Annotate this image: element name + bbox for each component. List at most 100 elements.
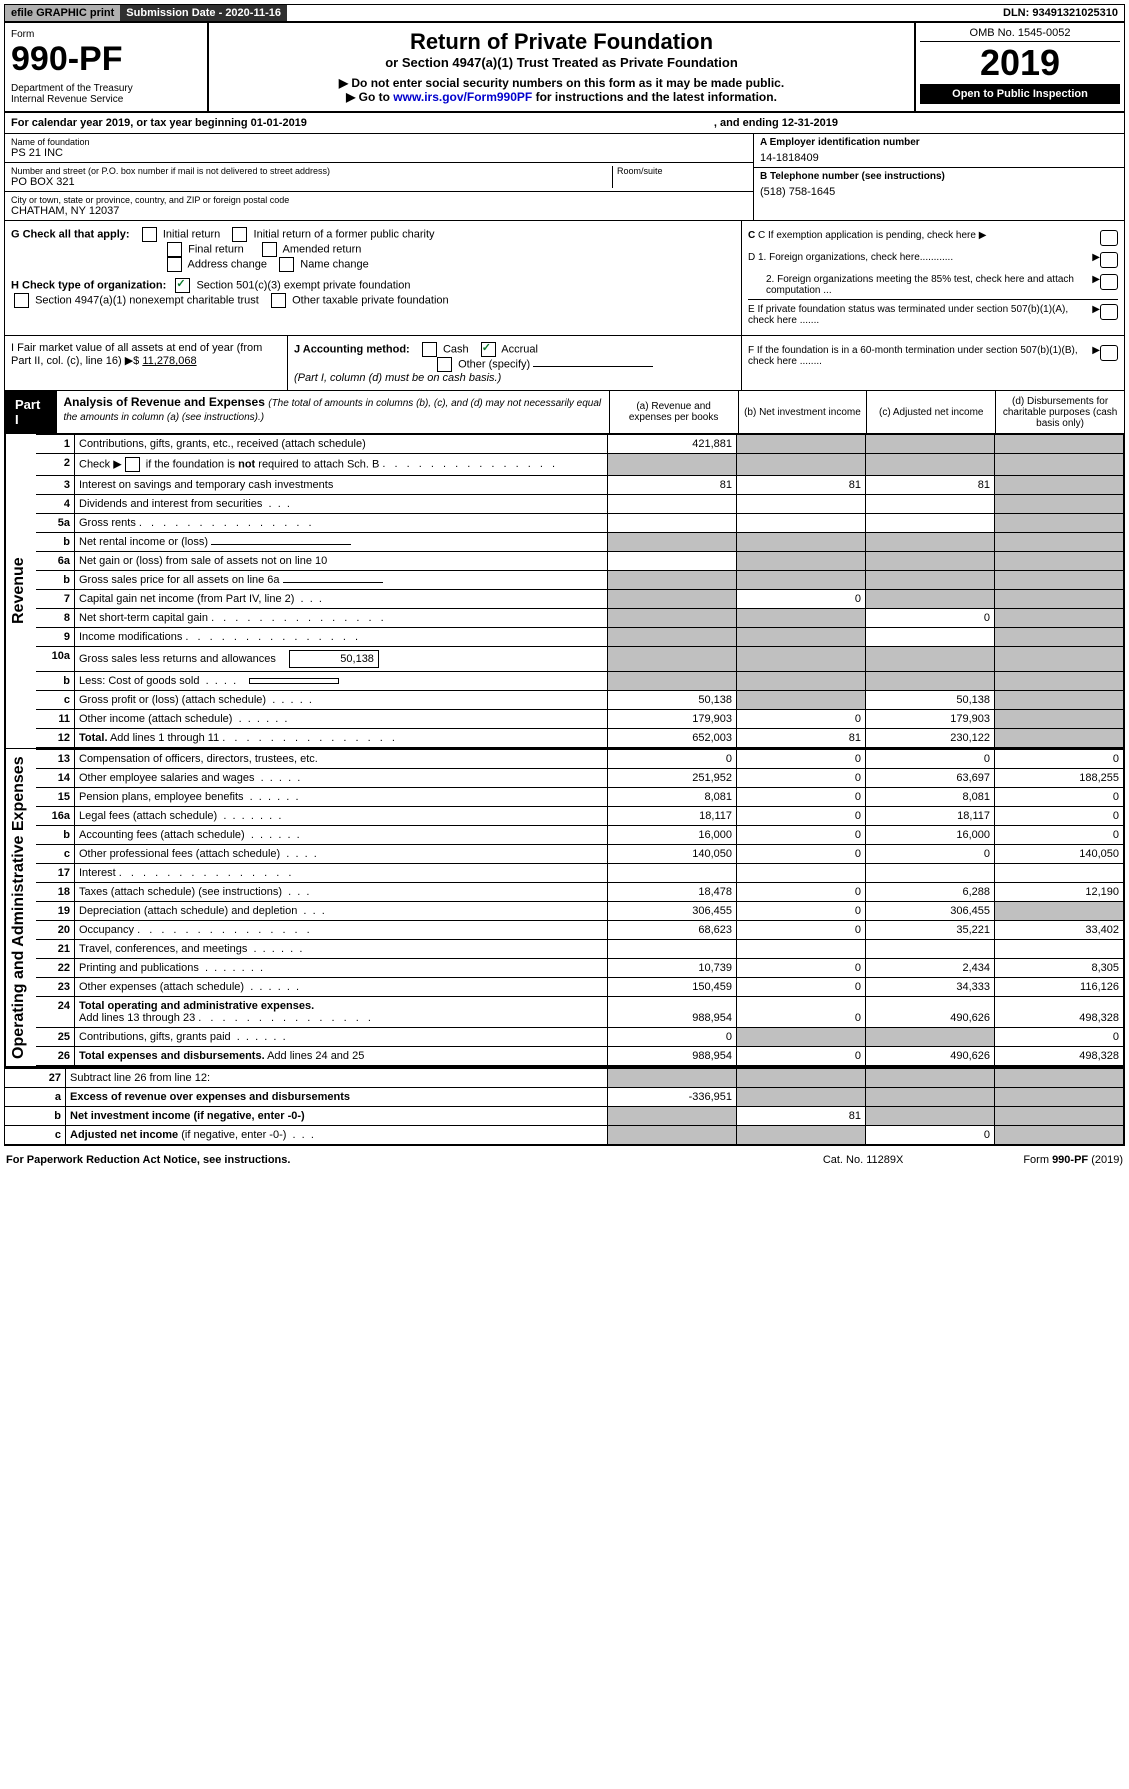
dept: Department of the Treasury	[11, 83, 201, 94]
chk-amended[interactable]	[262, 242, 277, 257]
chk-e[interactable]	[1100, 304, 1118, 320]
form-title: Return of Private Foundation	[215, 29, 908, 55]
header-center: Return of Private Foundation or Section …	[209, 23, 914, 111]
phone-field: B Telephone number (see instructions) (5…	[754, 168, 1124, 201]
chk-other-tax[interactable]	[271, 293, 286, 308]
r16c-desc: Other professional fees (attach schedule…	[75, 845, 608, 864]
h-opt2: Section 4947(a)(1) nonexempt charitable …	[35, 294, 259, 306]
r26-c: 490,626	[866, 1047, 995, 1066]
header-left: Form 990-PF Department of the Treasury I…	[5, 23, 209, 111]
r4-num: 4	[36, 495, 75, 514]
j-cash: Cash	[443, 343, 469, 355]
d1-text: D 1. Foreign organizations, check here..…	[748, 252, 1092, 263]
r27a-num: a	[5, 1088, 66, 1107]
chk-d1[interactable]	[1100, 252, 1118, 268]
row-ijf: I Fair market value of all assets at end…	[5, 336, 1124, 391]
chk-cash[interactable]	[422, 342, 437, 357]
r23-b: 0	[737, 978, 866, 997]
d1-row: D 1. Foreign organizations, check here..…	[748, 249, 1118, 271]
r3-desc: Interest on savings and temporary cash i…	[75, 476, 608, 495]
r25-num: 25	[36, 1028, 75, 1047]
d2-text: 2. Foreign organizations meeting the 85%…	[748, 274, 1092, 296]
r23-desc: Other expenses (attach schedule) . . . .…	[75, 978, 608, 997]
irs: Internal Revenue Service	[11, 94, 201, 105]
addr-value: PO BOX 321	[11, 176, 612, 188]
part1-label: Part I	[5, 391, 57, 433]
g-opt3: Final return	[188, 243, 244, 255]
g-opt4: Amended return	[283, 243, 362, 255]
r24-num: 24	[36, 997, 75, 1028]
chk-initial[interactable]	[142, 227, 157, 242]
i-value: 11,278,068	[142, 355, 196, 367]
part1-header: Part I Analysis of Revenue and Expenses …	[5, 391, 1124, 434]
chk-c[interactable]	[1100, 230, 1118, 246]
r15-b: 0	[737, 788, 866, 807]
r16c-a: 140,050	[608, 845, 737, 864]
r26-d: 498,328	[995, 1047, 1124, 1066]
r3-b: 81	[737, 476, 866, 495]
r18-desc: Taxes (attach schedule) (see instruction…	[75, 883, 608, 902]
r7-b: 0	[737, 590, 866, 609]
r12-desc: Total. Add lines 1 through 11	[75, 729, 608, 748]
chk-final[interactable]	[167, 242, 182, 257]
r24-b: 0	[737, 997, 866, 1028]
r27c-c: 0	[866, 1126, 995, 1145]
r16b-num: b	[36, 826, 75, 845]
form-link[interactable]: www.irs.gov/Form990PF	[393, 90, 532, 104]
r8-desc: Net short-term capital gain	[75, 609, 608, 628]
chk-f[interactable]	[1100, 345, 1118, 361]
r11-c: 179,903	[866, 710, 995, 729]
r13-num: 13	[36, 750, 75, 769]
part1-desc: Analysis of Revenue and Expenses (The to…	[57, 391, 608, 433]
page-footer: For Paperwork Reduction Act Notice, see …	[0, 1150, 1129, 1170]
expenses-label: Operating and Administrative Expenses	[5, 749, 36, 1066]
cal-end: , and ending 12-31-2019	[714, 117, 838, 129]
chk-other-acct[interactable]	[437, 357, 452, 372]
r16b-b: 0	[737, 826, 866, 845]
open-public: Open to Public Inspection	[920, 84, 1120, 104]
r16b-a: 16,000	[608, 826, 737, 845]
chk-name[interactable]	[279, 257, 294, 272]
r16c-b: 0	[737, 845, 866, 864]
j-label: J Accounting method:	[294, 343, 410, 355]
r27a-desc: Excess of revenue over expenses and disb…	[66, 1088, 608, 1107]
r26-a: 988,954	[608, 1047, 737, 1066]
chk-schb[interactable]	[125, 457, 140, 472]
g-opt1: Initial return	[163, 228, 220, 240]
expenses-table: 13Compensation of officers, directors, t…	[36, 749, 1124, 1066]
r13-desc: Compensation of officers, directors, tru…	[75, 750, 608, 769]
chk-d2[interactable]	[1100, 274, 1118, 290]
r2-desc: Check ▶ if the foundation is not require…	[75, 454, 608, 476]
chk-address[interactable]	[167, 257, 182, 272]
r24-a: 988,954	[608, 997, 737, 1028]
chk-accrual[interactable]	[481, 342, 496, 357]
r16a-desc: Legal fees (attach schedule) . . . . . .…	[75, 807, 608, 826]
r18-a: 18,478	[608, 883, 737, 902]
r23-c: 34,333	[866, 978, 995, 997]
r1-num: 1	[36, 435, 75, 454]
r10c-a: 50,138	[608, 691, 737, 710]
r9-desc: Income modifications	[75, 628, 608, 647]
r12-num: 12	[36, 729, 75, 748]
form-word: Form	[11, 29, 201, 40]
r16a-c: 18,117	[866, 807, 995, 826]
g-section: G Check all that apply: Initial return I…	[11, 227, 735, 272]
r15-num: 15	[36, 788, 75, 807]
foot-cat: Cat. No. 11289X	[823, 1154, 904, 1166]
r10b-desc: Less: Cost of goods sold . . . .	[75, 672, 608, 691]
i-section: I Fair market value of all assets at end…	[5, 336, 288, 390]
r15-desc: Pension plans, employee benefits . . . .…	[75, 788, 608, 807]
chk-initial-former[interactable]	[232, 227, 247, 242]
r4-desc: Dividends and interest from securities .…	[75, 495, 608, 514]
name-label: Name of foundation	[11, 137, 747, 147]
h-section: H Check type of organization: Section 50…	[11, 278, 735, 308]
r13-c: 0	[866, 750, 995, 769]
r16a-a: 18,117	[608, 807, 737, 826]
r19-b: 0	[737, 902, 866, 921]
r11-desc: Other income (attach schedule) . . . . .…	[75, 710, 608, 729]
r23-num: 23	[36, 978, 75, 997]
chk-4947[interactable]	[14, 293, 29, 308]
chk-501c3[interactable]	[175, 278, 190, 293]
r19-a: 306,455	[608, 902, 737, 921]
r14-b: 0	[737, 769, 866, 788]
